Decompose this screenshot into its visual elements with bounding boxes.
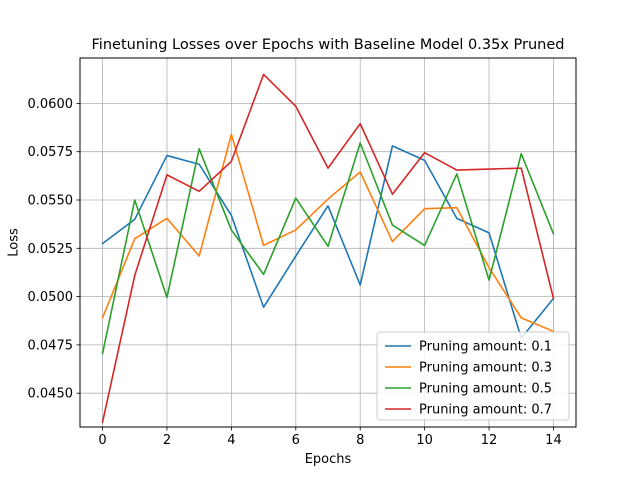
- y-tick-label: 0.0550: [28, 193, 74, 208]
- x-axis-label: Epochs: [305, 452, 352, 467]
- series-line-2: [101, 142, 555, 355]
- x-tick-label: 14: [545, 433, 562, 448]
- series-line-0: [101, 145, 555, 339]
- y-axis-label: Loss: [7, 228, 22, 257]
- plot-frame: [79, 57, 577, 428]
- chart-title: Finetuning Losses over Epochs with Basel…: [92, 37, 565, 53]
- x-tick-label: 0: [98, 433, 106, 448]
- x-tick-label: 6: [292, 433, 300, 448]
- x-tick-label: 8: [356, 433, 364, 448]
- x-tick-label: 2: [163, 433, 171, 448]
- series-lines: [101, 73, 555, 424]
- series-line-3: [101, 73, 555, 424]
- legend: Pruning amount: 0.1 Pruning amount: 0.3 Pr…: [376, 331, 570, 421]
- y-tick-label: 0.0450: [28, 387, 74, 402]
- y-tick-label: 0.0500: [28, 290, 74, 305]
- x-tick-label: 12: [481, 433, 498, 448]
- legend-label-1: Pruning amount: 0.3: [419, 361, 552, 376]
- y-tick-label: 0.0475: [28, 338, 74, 353]
- y-tick-label: 0.0600: [28, 97, 74, 112]
- legend-label-3: Pruning amount: 0.7: [419, 403, 552, 418]
- x-tick-label: 10: [416, 433, 433, 448]
- y-tick-label: 0.0575: [28, 145, 74, 160]
- legend-box: [376, 331, 570, 421]
- series-line-1: [101, 133, 555, 333]
- legend-label-2: Pruning amount: 0.5: [419, 382, 552, 397]
- axis-ticks: 0 2 4 6 8 10 12 14 0.0450 0.0475 0.0500 0.0525 0.055…: [28, 97, 562, 448]
- y-tick-label: 0.0525: [28, 242, 74, 257]
- legend-label-0: Pruning amount: 0.1: [419, 340, 552, 355]
- x-tick-label: 4: [227, 433, 235, 448]
